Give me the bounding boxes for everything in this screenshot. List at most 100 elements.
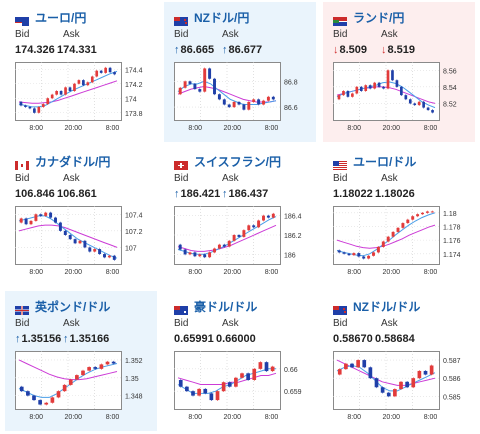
candle xyxy=(208,252,212,258)
bid-value: 174.326 xyxy=(15,44,55,56)
candle xyxy=(346,91,350,97)
candle xyxy=(99,364,104,369)
candle xyxy=(374,378,379,388)
card-title[interactable]: ランド/円 xyxy=(333,9,405,26)
candle xyxy=(75,375,79,380)
price-chart[interactable]: 1.18 1.178 1.176 1.174 8:00 20:00 8:00 xyxy=(333,206,473,284)
y-tick-label: 1.348 xyxy=(125,394,143,401)
y-tick-label: 1.35 xyxy=(125,376,139,383)
rate-card[interactable]: NZドル/ドル Bid Ask 0.58670 0.58684 0.587 0.586 0.5… xyxy=(323,291,475,431)
ask-label: Ask xyxy=(63,318,80,329)
y-tick-label: 1.18 xyxy=(443,211,457,218)
price-chart[interactable]: 174.4 174.2 174 173.8 8:00 20:00 8:00 xyxy=(15,62,155,140)
candle xyxy=(413,103,417,106)
price-chart[interactable]: 86.8 86.6 8:00 20:00 8:00 xyxy=(174,62,314,140)
bid-value-number: 8.509 xyxy=(339,44,368,56)
bid-label: Bid xyxy=(174,318,189,329)
candle xyxy=(373,82,376,89)
plot-frame xyxy=(174,206,281,265)
x-tick-label: 8:00 xyxy=(265,125,279,132)
x-tick-label: 8:00 xyxy=(347,414,361,421)
ask-label: Ask xyxy=(63,29,80,40)
y-tick-label: 174.4 xyxy=(125,67,143,74)
price-chart[interactable]: 8.56 8.54 8.52 8:00 20:00 8:00 xyxy=(333,62,473,140)
candle xyxy=(188,81,192,84)
candle xyxy=(242,230,246,237)
rate-card[interactable]: ユーロ/ドル Bid Ask 1.18022 1.18026 1.18 1.178 1.176… xyxy=(323,146,475,286)
rate-card[interactable]: カナダドル/円 Bid Ask 106.846 106.861 107.4 107.2 107… xyxy=(5,146,157,286)
card-title[interactable]: ユーロ/ドル xyxy=(333,153,417,170)
flag-icon xyxy=(333,157,347,170)
candle xyxy=(29,220,33,225)
y-tick-label: 174 xyxy=(125,96,137,103)
candle xyxy=(188,252,192,255)
candle xyxy=(411,378,416,388)
candle xyxy=(431,110,434,113)
bid-label: Bid xyxy=(174,173,189,184)
candle xyxy=(264,362,269,372)
candle xyxy=(227,240,231,247)
rate-card[interactable]: ランド/円 Bid Ask ↓8.509 ↓8.519 8.56 8.54 8.52 8:00 2… xyxy=(323,2,475,142)
rate-card[interactable]: ユーロ/円 Bid Ask 174.326 174.331 174.4 174.2 174 17… xyxy=(5,2,157,142)
card-title[interactable]: ユーロ/円 xyxy=(15,9,87,26)
candle xyxy=(337,369,342,375)
candle xyxy=(367,255,371,259)
candle xyxy=(46,98,50,105)
price-chart[interactable]: 186.4 186.2 186 8:00 20:00 8:00 xyxy=(174,206,314,284)
currency-pair-link[interactable]: 豪ドル/ドル xyxy=(194,299,258,314)
bid-value-number: 86.665 xyxy=(180,44,215,56)
bid-value-number: 0.58670 xyxy=(333,333,373,345)
candle xyxy=(342,91,345,96)
moving-average-long xyxy=(336,359,436,386)
x-tick-label: 20:00 xyxy=(383,125,401,132)
candle xyxy=(258,362,263,369)
bid-value-number: 186.421 xyxy=(180,188,221,200)
bid-value: ↓8.509 xyxy=(333,44,367,56)
price-chart[interactable]: 107.4 107.2 107 8:00 20:00 8:00 xyxy=(15,206,155,284)
rate-card[interactable]: スイスフラン/円 Bid Ask ↑186.421 ↑186.437 186.4 186.2… xyxy=(164,146,316,286)
candle xyxy=(408,99,412,104)
card-title[interactable]: 豪ドル/ドル xyxy=(174,298,258,315)
price-chart[interactable]: 1.352 1.35 1.348 8:00 20:00 8:00 xyxy=(15,351,155,429)
card-title[interactable]: 英ポンド/ドル xyxy=(15,298,111,315)
candle xyxy=(222,99,226,105)
currency-pair-link[interactable]: ユーロ/円 xyxy=(35,10,87,25)
currency-pair-link[interactable]: NZドル/ドル xyxy=(353,299,421,314)
candle xyxy=(19,218,23,223)
x-tick-label: 8:00 xyxy=(265,414,279,421)
candle xyxy=(357,253,361,257)
rate-card[interactable]: 豪ドル/ドル Bid Ask 0.65991 0.66000 0.66 0.659 8:00 2… xyxy=(164,291,316,431)
candle xyxy=(34,214,38,221)
candle xyxy=(221,382,226,392)
card-title[interactable]: NZドル/ドル xyxy=(333,298,421,315)
bid-value: 0.65991 xyxy=(174,333,214,345)
candle xyxy=(73,239,77,244)
currency-pair-link[interactable]: ユーロ/ドル xyxy=(353,154,417,169)
currency-pair-link[interactable]: NZドル/円 xyxy=(194,10,250,25)
candle xyxy=(406,219,410,224)
card-title[interactable]: スイスフラン/円 xyxy=(174,153,281,170)
currency-pair-link[interactable]: 英ポンド/ドル xyxy=(35,299,111,314)
card-title[interactable]: カナダドル/円 xyxy=(15,153,111,170)
x-tick-label: 8:00 xyxy=(424,414,438,421)
rate-card[interactable]: NZドル/円 Bid Ask ↑86.665 ↑86.677 86.8 86.6 8:00 20… xyxy=(164,2,316,142)
price-chart[interactable]: 0.587 0.586 0.585 8:00 20:00 8:00 xyxy=(333,351,473,429)
candle xyxy=(422,101,425,108)
currency-pair-link[interactable]: ランド/円 xyxy=(353,10,405,25)
y-tick-label: 173.8 xyxy=(125,111,143,118)
x-tick-label: 8:00 xyxy=(106,269,120,276)
candle xyxy=(411,216,415,220)
currency-pair-link[interactable]: スイスフラン/円 xyxy=(194,154,281,169)
x-tick-label: 8:00 xyxy=(29,269,43,276)
card-title[interactable]: NZドル/円 xyxy=(174,9,250,26)
currency-pair-link[interactable]: カナダドル/円 xyxy=(35,154,111,169)
moving-average-long xyxy=(177,224,277,252)
price-chart[interactable]: 0.66 0.659 8:00 20:00 8:00 xyxy=(174,351,314,429)
candle xyxy=(215,391,220,401)
candle xyxy=(368,85,372,89)
candle xyxy=(54,217,57,223)
candle xyxy=(87,367,91,371)
candle xyxy=(350,363,354,368)
rate-card[interactable]: 英ポンド/ドル Bid Ask ↑1.35156 ↑1.35166 1.352 1.35 1.… xyxy=(5,291,157,431)
candle xyxy=(213,78,216,95)
